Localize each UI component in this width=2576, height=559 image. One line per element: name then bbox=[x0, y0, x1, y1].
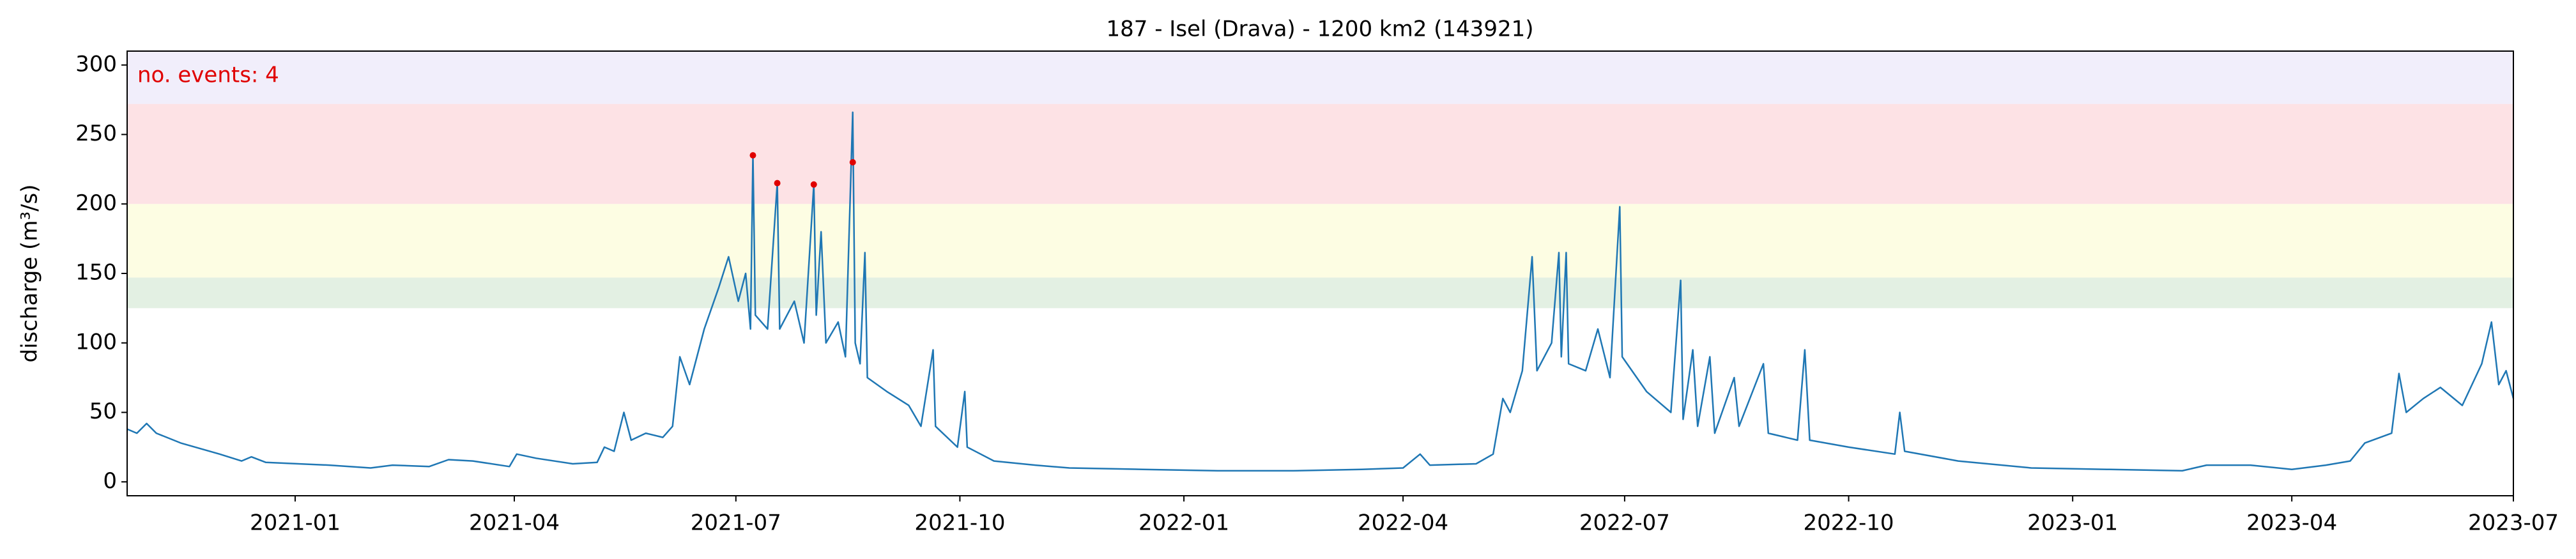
threshold-band bbox=[127, 277, 2513, 309]
threshold-band bbox=[127, 103, 2513, 204]
y-tick-label: 250 bbox=[75, 121, 117, 146]
event-marker bbox=[774, 180, 781, 187]
y-tick-label: 50 bbox=[89, 399, 117, 424]
x-tick-label: 2023-04 bbox=[2246, 510, 2337, 536]
event-marker bbox=[749, 152, 756, 159]
x-tick-label: 2022-04 bbox=[1358, 510, 1448, 536]
chart-title: 187 - Isel (Drava) - 1200 km2 (143921) bbox=[1107, 17, 1534, 42]
x-tick-label: 2022-07 bbox=[1579, 510, 1670, 536]
y-tick-label: 200 bbox=[75, 190, 117, 216]
y-tick-label: 100 bbox=[75, 329, 117, 355]
x-tick-label: 2023-01 bbox=[2027, 510, 2118, 536]
event-marker bbox=[849, 159, 856, 165]
y-tick-label: 150 bbox=[75, 260, 117, 286]
x-tick-label: 2021-04 bbox=[469, 510, 560, 536]
event-marker bbox=[810, 181, 817, 188]
x-tick-label: 2022-10 bbox=[1804, 510, 1894, 536]
discharge-line bbox=[126, 111, 2515, 472]
events-annotation: no. events: 4 bbox=[137, 63, 279, 88]
x-tick-label: 2022-01 bbox=[1138, 510, 1229, 536]
threshold-band bbox=[127, 204, 2513, 278]
y-tick-label: 300 bbox=[75, 51, 117, 77]
x-tick-label: 2021-10 bbox=[914, 510, 1005, 536]
x-tick-label: 2021-07 bbox=[691, 510, 781, 536]
x-tick-label: 2023-07 bbox=[2468, 510, 2559, 536]
threshold-band bbox=[127, 51, 2513, 104]
y-tick-label: 0 bbox=[103, 468, 117, 494]
y-axis-label: discharge (m³/s) bbox=[17, 185, 43, 363]
x-tick-label: 2021-01 bbox=[250, 510, 341, 536]
plot-frame bbox=[126, 50, 2514, 496]
